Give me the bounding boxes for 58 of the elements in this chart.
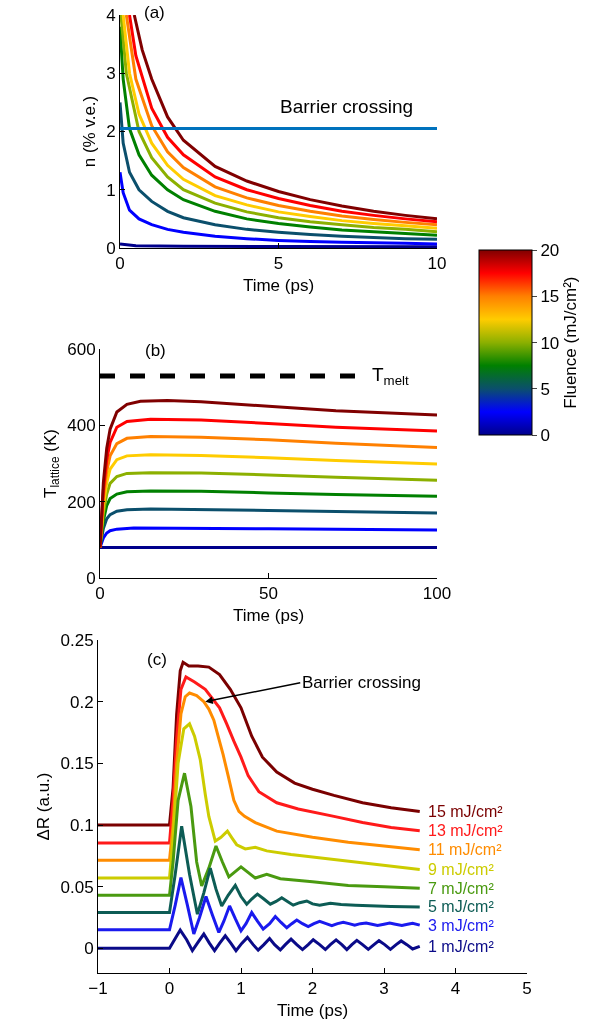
y-tick-label: 0 [106,238,116,258]
x-axis-title: Time (ps) [232,605,305,625]
y-tick-label: 600 [67,339,96,359]
x-tick-label: 3 [379,979,389,999]
y-tick-label: 200 [67,492,96,512]
y-tick-label: 0.15 [60,754,94,774]
x-tick-label: 1 [236,979,246,999]
x-tick-label: 10 [427,254,447,274]
line-series [98,722,422,880]
annotation: (c) [147,650,167,669]
y-tick-label: 0 [86,568,96,588]
series-label: 1 mJ/cm² [428,938,495,955]
line-series [98,771,422,897]
line-series [98,675,422,845]
line-series [98,824,422,916]
y-tick-label: 4 [106,5,116,25]
x-tick-label: 50 [259,584,278,604]
x-tick-label: 100 [422,584,452,604]
y-tick-label: 1 [106,180,116,200]
series-label: 3 mJ/cm² [428,917,495,934]
y-tick-label: 400 [67,416,96,436]
color-bar-label: 0 [540,426,550,446]
x-axis-title: Time (ps) [276,1000,349,1020]
series-label: 5 mJ/cm² [428,898,495,915]
y-axis-title: ΔR (a.u.) [34,772,54,841]
color-bar-label: 20 [540,241,560,261]
x-tick-label: 4 [450,979,461,999]
y-tick-label: 3 [106,64,116,84]
line-series [98,928,422,953]
y-tick-label: 0.1 [69,815,94,835]
x-tick-label: 5 [273,254,284,274]
color-bar-title: Fluence (mJ/cm²) [561,276,581,409]
line-series [120,100,437,241]
ref-line-label: T$_{melt}$ [372,364,410,388]
color-bar-label: 10 [540,333,560,353]
ref-line-label: Barrier crossing [280,96,414,117]
color-bar-label: 5 [540,379,550,399]
series-label: 7 mJ/cm² [428,880,495,897]
x-axis-title: Time (ps) [242,275,315,295]
line-series [98,876,422,936]
annotation: Barrier crossing [302,673,422,692]
x-tick-label: 2 [307,979,318,999]
series-label: 9 mJ/cm² [428,861,495,878]
y-tick-label: 0.05 [60,877,94,897]
y-tick-label: 0.25 [60,630,94,650]
series-label: 11 mJ/cm² [428,841,503,858]
x-tick-label: 5 [522,979,532,999]
x-tick-label: −1 [88,979,108,999]
y-tick-label: 2 [106,122,116,142]
annotation: (b) [145,341,166,360]
series-label: 15 mJ/cm² [428,803,504,820]
y-tick-label: 0.2 [69,692,94,712]
annotation: (a) [144,3,165,22]
color-bar-label: 15 [540,287,560,307]
series-label: 13 mJ/cm² [428,822,504,839]
y-tick-label: 0 [84,939,94,959]
y-axis-title: n (% v.e.) [79,95,99,168]
x-tick-label: 0 [164,979,175,999]
